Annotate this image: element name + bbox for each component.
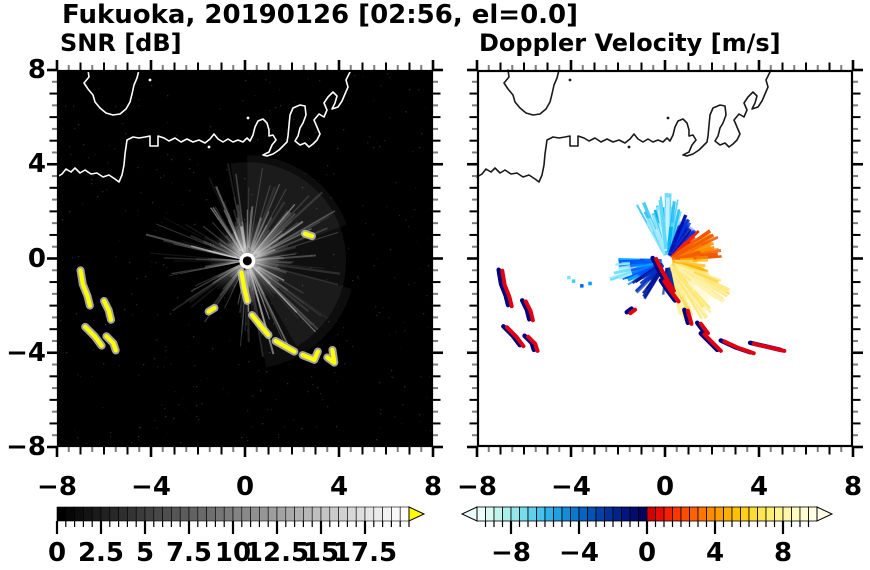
doppler-colorbar-label: 4 bbox=[705, 538, 725, 568]
x-tick-label: 4 bbox=[749, 472, 769, 502]
x-tick-label: 4 bbox=[329, 472, 349, 502]
isolated-echo-dot bbox=[567, 275, 571, 280]
doppler-overflow-arrow bbox=[816, 506, 834, 522]
isolated-echo-dot bbox=[588, 281, 592, 286]
doppler-colorbar-label: 0 bbox=[637, 538, 657, 568]
isolated-echo-dot bbox=[571, 279, 576, 283]
doppler-colorbar-label: 8 bbox=[773, 538, 793, 568]
snr-colorbar-blocks bbox=[56, 506, 410, 522]
axis-ticks bbox=[467, 60, 863, 457]
y-tick-label: 8 bbox=[27, 55, 46, 85]
isolated-echo-dot bbox=[580, 284, 584, 288]
x-tick-label: −4 bbox=[551, 472, 591, 502]
doppler-panel-title: Doppler Velocity [m/s] bbox=[479, 29, 781, 57]
snr-colorbar bbox=[55, 506, 426, 534]
coastline bbox=[476, 69, 772, 183]
radar-center-hole bbox=[662, 255, 673, 266]
x-tick-label: 8 bbox=[423, 472, 443, 502]
y-tick-label: −4 bbox=[6, 337, 46, 368]
doppler-colorbar-label: −4 bbox=[559, 538, 599, 568]
strong-echoes bbox=[76, 229, 339, 367]
snr-colorbar-label: 7.5 bbox=[165, 538, 213, 568]
snr-colorbar-label: 10 bbox=[214, 538, 252, 568]
doppler-colorbar-blocks bbox=[476, 506, 818, 522]
velocity-fans bbox=[609, 193, 731, 324]
y-tick-label: −8 bbox=[6, 432, 46, 462]
doppler-colorbar-label: −8 bbox=[491, 538, 531, 568]
doppler-colorbar bbox=[460, 506, 834, 534]
doppler-colorbar-ticks bbox=[484, 521, 810, 534]
y-tick-label: 0 bbox=[27, 243, 46, 274]
x-tick-label: 8 bbox=[843, 472, 863, 502]
snr-colorbar-label: 5 bbox=[135, 538, 155, 568]
doppler-underflow-arrow bbox=[460, 506, 478, 522]
snr-colorbar-label: 12.5 bbox=[244, 538, 310, 568]
shadow-wedges bbox=[129, 236, 248, 341]
x-tick-label: −8 bbox=[37, 472, 77, 502]
figure-title: Fukuoka, 20190126 [02:56, el=0.0] bbox=[62, 0, 579, 30]
doppler-map-panel bbox=[467, 60, 863, 457]
y-tick-label: 4 bbox=[27, 149, 46, 180]
snr-colorbar-label: 2.5 bbox=[77, 538, 125, 568]
snr-colorbar-ticks bbox=[55, 521, 410, 534]
snr-colorbar-label: 17.5 bbox=[332, 538, 398, 568]
snr-colorbar-label: 15 bbox=[302, 538, 340, 568]
coastline bbox=[56, 69, 352, 183]
x-tick-label: −4 bbox=[131, 472, 171, 502]
axis-ticks bbox=[47, 60, 443, 457]
x-tick-label: 0 bbox=[655, 472, 675, 502]
snr-colorbar-label: 0 bbox=[47, 538, 67, 568]
x-tick-label: −8 bbox=[457, 472, 497, 502]
x-tick-label: 0 bbox=[235, 472, 255, 502]
snr-overflow-arrow bbox=[408, 506, 426, 522]
snr-panel-title: SNR [dB] bbox=[60, 29, 182, 57]
clutter-echoes bbox=[496, 255, 787, 356]
radar-center-dot bbox=[242, 256, 252, 266]
snr-map-panel bbox=[47, 60, 443, 457]
